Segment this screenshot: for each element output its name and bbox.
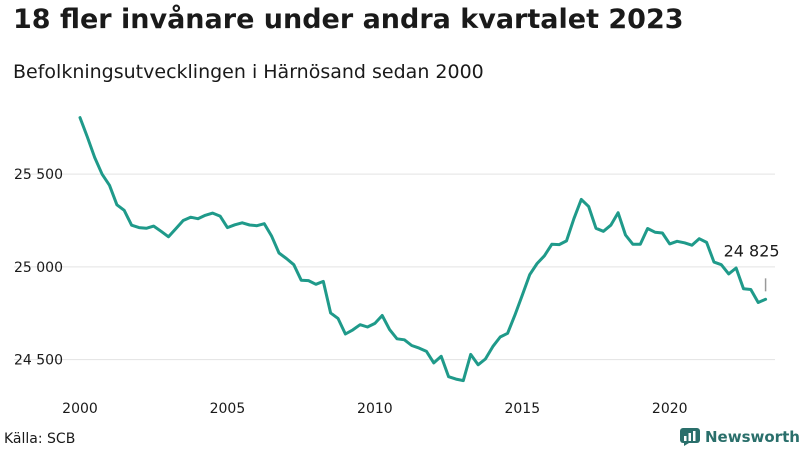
source-note: Källa: SCB (4, 431, 76, 447)
x-tick-label: 2005 (210, 401, 246, 417)
chart-subtitle: Befolkningsutvecklingen i Härnösand seda… (13, 61, 484, 83)
x-tick-label: 2010 (357, 401, 393, 417)
gridlines (14, 173, 775, 361)
x-tick-label: 2015 (504, 401, 540, 417)
y-tick-label: 25 000 (14, 260, 63, 276)
y-tick-label: 25 500 (14, 167, 63, 183)
y-axis-ticks: 24 500 25 000 25 500 (14, 167, 63, 368)
population-series-line (78, 116, 768, 383)
x-tick-label: 2000 (62, 401, 98, 417)
brand-name: Newsworthy (705, 428, 800, 446)
newsworthy-logo-icon (680, 428, 700, 446)
brand-logo[interactable]: Newsworthy (680, 428, 800, 446)
last-value-label: 24 825 (724, 241, 780, 260)
x-axis-ticks: 2000 2005 2010 2015 2020 (62, 401, 687, 417)
chart-title: 18 fler invånare under andra kvartalet 2… (13, 4, 684, 35)
x-tick-label: 2020 (652, 401, 688, 417)
y-tick-label: 24 500 (14, 353, 63, 369)
